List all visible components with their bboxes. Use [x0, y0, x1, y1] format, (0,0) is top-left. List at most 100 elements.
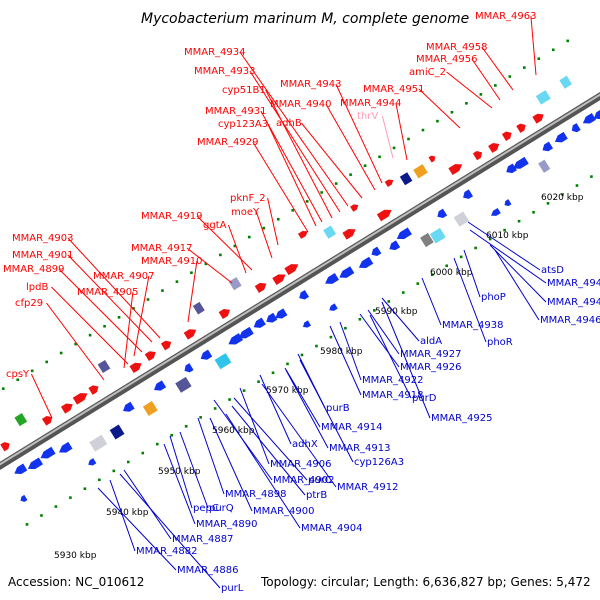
reverse-gene-arrow	[339, 266, 355, 278]
gene-label[interactable]: cyp126A3	[354, 457, 404, 468]
gene-label[interactable]: MMAR_4904	[301, 523, 363, 534]
gene-label[interactable]: MMAR_4951	[363, 84, 425, 95]
tick-dot	[387, 300, 391, 303]
gene-label[interactable]: MMAR_4882	[136, 546, 198, 557]
gene-label[interactable]: adhX	[292, 439, 318, 450]
forward-gene-arrow-shape	[297, 230, 308, 239]
reverse-gene-arrow-shape	[513, 156, 529, 169]
reverse-gene-arrow	[266, 312, 278, 323]
gene-label[interactable]: MMAR_4914	[321, 422, 383, 433]
leader-line	[231, 405, 306, 496]
gene-label[interactable]: MMAR_4925	[431, 413, 493, 424]
gene-label[interactable]: MMAR_4906	[270, 459, 332, 470]
leader-line	[469, 229, 547, 284]
gene-label[interactable]: MMAR_4912	[337, 482, 399, 493]
tick-dot	[503, 228, 506, 232]
reverse-gene-arrow	[582, 112, 597, 124]
gene-label[interactable]: MMAR_4910	[141, 256, 203, 267]
gene-label[interactable]: MMAR_4944	[340, 98, 402, 109]
gene-label[interactable]: MMAR_4919	[141, 211, 203, 222]
gene-label[interactable]: MMAR_4922	[362, 375, 424, 386]
forward-gene-arrow	[448, 164, 463, 176]
gene-label[interactable]: phoP	[481, 292, 506, 303]
gene-label[interactable]: MMAR_4926	[400, 362, 462, 373]
reverse-gene-arrow-shape	[40, 446, 56, 459]
gene-label[interactable]: amiC_2	[409, 67, 446, 78]
gene-label[interactable]: MMAR_4901	[12, 250, 74, 261]
gene-label[interactable]: MMAR_4917	[131, 243, 193, 254]
gene-label[interactable]: MMAR_4943	[280, 79, 342, 90]
feature-block-shape	[413, 164, 428, 179]
gene-label[interactable]: cyp51B1	[222, 85, 266, 96]
gene-label[interactable]: MMAR_4886	[177, 565, 239, 576]
gene-label[interactable]: ptrB	[306, 490, 327, 501]
gene-label[interactable]: MMAR_4900	[253, 506, 315, 517]
gene-label[interactable]: MMAR_4938	[442, 320, 504, 331]
gene-label[interactable]: purB	[326, 403, 350, 414]
forward-gene-arrow-shape	[218, 309, 231, 319]
leader-line	[265, 89, 333, 219]
forward-gene-arrow-shape	[376, 209, 392, 222]
gene-label[interactable]: thrV	[357, 111, 378, 122]
gene-label[interactable]: MMAR_4903	[12, 233, 74, 244]
gene-label[interactable]: MMAR_4890	[196, 519, 258, 530]
gene-label[interactable]: MMAR_4899	[3, 264, 65, 275]
gene-label[interactable]: MMAR_4898	[225, 489, 287, 500]
gene-label[interactable]: cfp29	[15, 298, 43, 309]
reverse-gene-arrow-shape	[554, 131, 568, 143]
gene-label[interactable]: MMAR_4956	[416, 54, 478, 65]
gene-label[interactable]: MMAR_4933	[194, 66, 256, 77]
gene-label[interactable]: MMAR_4902	[273, 475, 335, 486]
gene-label[interactable]: MMAR_4927	[400, 349, 462, 360]
gene-label[interactable]: MMAR_4918	[362, 390, 424, 401]
tick-dot	[233, 244, 237, 248]
gene-label[interactable]: MMAR_4934	[184, 47, 246, 58]
tick-dot	[30, 369, 34, 373]
gene-label[interactable]: ggtA	[203, 220, 227, 231]
gene-label[interactable]: purQ	[209, 503, 234, 514]
gene-label[interactable]: MMAR_4958	[426, 42, 488, 53]
leader-line	[489, 244, 547, 303]
gene-label[interactable]: MMAR_4913	[329, 443, 391, 454]
gene-label[interactable]: cpsY	[6, 369, 30, 380]
gene-label[interactable]: MMAR_4931	[205, 106, 267, 117]
tick-dot	[488, 237, 492, 241]
gene-label[interactable]: MMAR_4963	[475, 11, 537, 22]
tick-dot	[103, 324, 106, 328]
reverse-gene-arrow	[513, 156, 529, 169]
tick-dot	[358, 317, 362, 321]
reverse-gene-arrow-shape	[184, 363, 194, 373]
gene-label[interactable]: MMAR_4948	[547, 278, 600, 289]
feature-block-shape	[535, 90, 551, 105]
gene-label[interactable]: cyp123A3	[218, 119, 268, 130]
gene-label[interactable]: purD	[412, 393, 437, 404]
gene-label[interactable]: phoR	[487, 337, 513, 348]
reverse-gene-arrow	[389, 240, 401, 251]
gene-label[interactable]: lpdB	[26, 282, 48, 293]
gene-label[interactable]: pepC	[193, 503, 219, 514]
gene-label[interactable]: MMAR_4946	[540, 315, 600, 326]
gene-label[interactable]: purC	[308, 475, 332, 486]
gene-label[interactable]: MMAR_4887	[172, 534, 234, 545]
gene-label[interactable]: MMAR_4907	[93, 271, 155, 282]
gene-label[interactable]: moeY	[231, 207, 260, 218]
leader-line	[123, 469, 172, 540]
gene-label[interactable]: pknF_2	[230, 193, 266, 204]
gene-label[interactable]: MMAR_4945	[547, 297, 600, 308]
forward-gene-arrow-shape	[60, 403, 73, 414]
gene-label[interactable]: purL	[221, 583, 244, 594]
leader-line	[186, 247, 233, 284]
gene-label[interactable]: MMAR_4905	[77, 287, 139, 298]
forward-gene-arrow	[297, 230, 308, 239]
feature-block-shape	[89, 434, 108, 452]
gene-label[interactable]: atsD	[541, 265, 564, 276]
forward-gene-arrow	[218, 309, 231, 319]
forward-gene-arrow-shape	[0, 442, 10, 452]
gene-label[interactable]: MMAR_4940	[270, 99, 332, 110]
gene-label[interactable]: MMAR_4929	[197, 137, 259, 148]
tick-dot	[132, 307, 135, 310]
gene-label[interactable]: aldA	[420, 336, 442, 347]
gene-label[interactable]: adhB	[276, 118, 302, 129]
